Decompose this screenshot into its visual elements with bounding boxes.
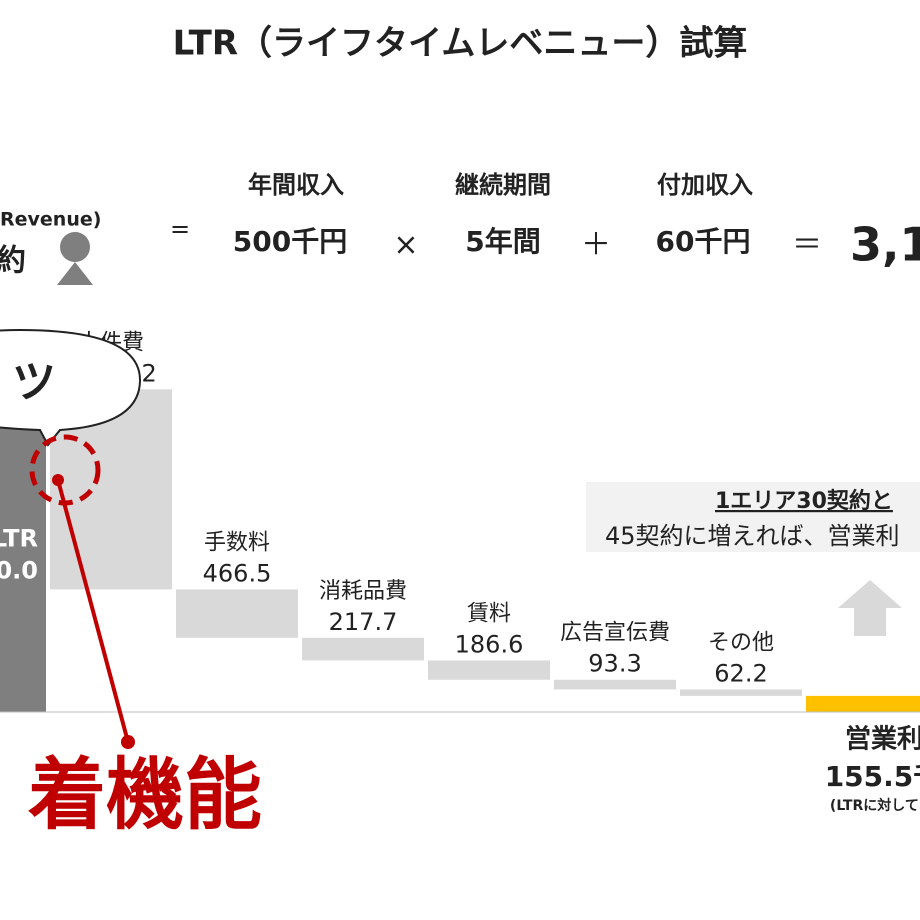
bar	[554, 679, 676, 690]
value-label: 186.6	[455, 630, 524, 658]
value-label: 155.5千円	[825, 760, 920, 793]
bar	[428, 660, 550, 680]
speech-bubble	[0, 328, 142, 447]
operator: ×	[393, 228, 418, 263]
term-label: 継続期間	[455, 171, 551, 199]
term-label: 年間収入	[248, 171, 344, 199]
bar	[176, 589, 298, 638]
bar	[680, 689, 802, 696]
category-label: 広告宣伝費	[560, 621, 670, 646]
person-icon	[60, 232, 90, 262]
value-label: 217.7	[329, 608, 398, 636]
profit-note: (LTRに対して5.0%)	[830, 797, 920, 814]
note-title: 1エリア30契約と	[715, 488, 893, 514]
term-value: 60千円	[656, 225, 751, 258]
category-label: LTR	[0, 524, 38, 552]
category-label: 消耗品費	[319, 579, 407, 604]
formula-label: Revenue)	[0, 209, 101, 231]
highlight-text: 着機能	[28, 750, 262, 840]
person-icon	[57, 262, 93, 285]
term-label: 付加収入	[657, 171, 753, 199]
formula-left: 約	[0, 244, 26, 279]
note-text: 45契約に増えれば、営業利	[605, 522, 900, 550]
waterfall-chart: LTR3,110.0人件費1,928.2手数料466.5消耗品費217.7賃料1…	[0, 330, 920, 814]
value-label: 466.5	[203, 559, 272, 587]
pointer-dot	[121, 735, 135, 749]
category-label: 手数料	[204, 530, 270, 555]
category-label: その他	[708, 630, 774, 655]
category-label: 賃料	[467, 601, 511, 626]
pointer-line	[56, 479, 130, 743]
bar	[0, 389, 46, 712]
title: LTR（ライフタイムレベニュー）試算	[173, 24, 748, 64]
up-arrow	[838, 580, 902, 636]
bar	[806, 695, 920, 712]
result: 3,1	[850, 218, 920, 272]
value-label: 3,110.0	[0, 556, 38, 584]
term-value: 500千円	[233, 225, 347, 258]
category-label: 営業利益	[845, 725, 920, 755]
operator: ＋	[581, 228, 611, 263]
term-value: 5年間	[465, 225, 540, 258]
pointer-dot	[52, 474, 64, 486]
equals: =	[170, 215, 190, 243]
bubble-text: ツ	[12, 357, 56, 408]
result-equals: ＝	[792, 228, 822, 263]
note-box	[586, 482, 920, 552]
value-label: 93.3	[588, 650, 641, 678]
bar	[302, 637, 424, 661]
value-label: 62.2	[714, 659, 767, 687]
